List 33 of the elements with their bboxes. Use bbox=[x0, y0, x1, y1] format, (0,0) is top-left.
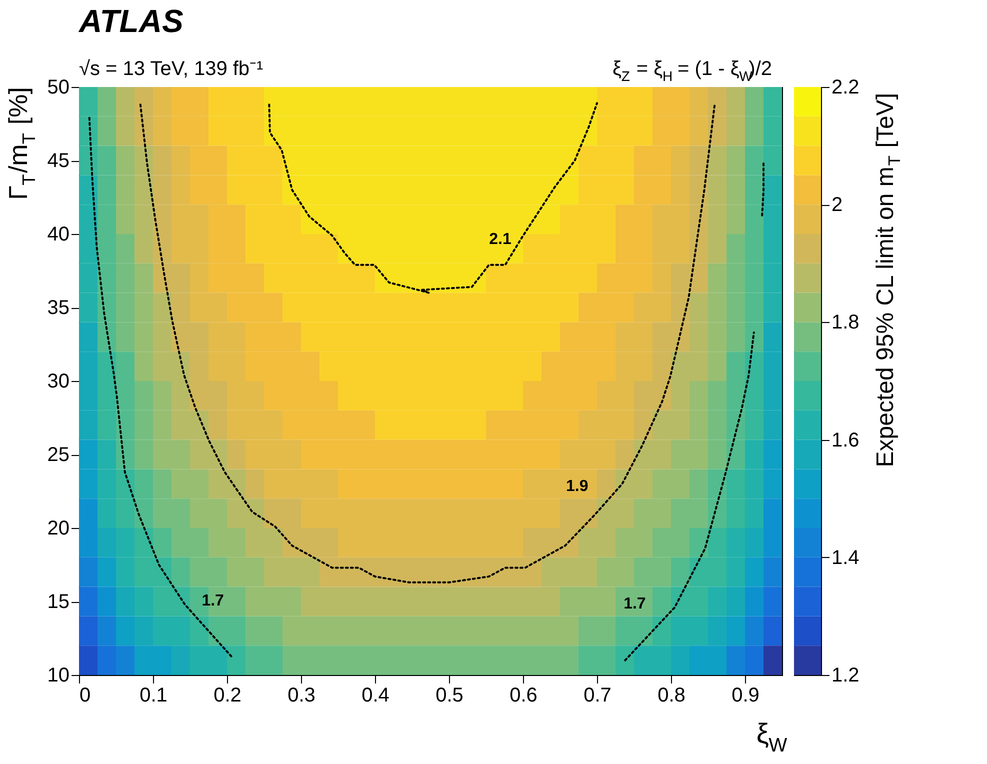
x-tick-label: 0.4 bbox=[362, 684, 390, 706]
color-bar-label: 1.8 bbox=[832, 312, 860, 334]
color-bar-label: 2 bbox=[832, 194, 843, 216]
x-tick-label: 0.2 bbox=[214, 684, 242, 706]
y-tick-label: 40 bbox=[47, 224, 70, 246]
y-tick-label: 30 bbox=[47, 370, 70, 392]
x-tick-label: 0.6 bbox=[510, 684, 538, 706]
color-bar-label: 1.6 bbox=[832, 429, 860, 452]
x-tick-label: 0.9 bbox=[732, 684, 760, 706]
y-tick-label: 20 bbox=[47, 518, 70, 540]
series-label: 1.9 bbox=[566, 478, 588, 495]
color-bar-label: 1.4 bbox=[832, 546, 860, 569]
chart-subtitle: √s = 13 TeV, 139 fb⁻¹ bbox=[79, 58, 264, 80]
y-tick-label: 15 bbox=[47, 591, 70, 613]
color-bar-label: 2.2 bbox=[832, 76, 860, 98]
y-tick-label: 50 bbox=[47, 76, 70, 98]
y-tick-label: 35 bbox=[47, 297, 70, 319]
series-label: 2.1 bbox=[489, 230, 512, 248]
x-tick-label: 0.5 bbox=[436, 684, 464, 706]
series-label: 1.7 bbox=[624, 595, 646, 612]
x-tick-label: 0.1 bbox=[140, 684, 168, 706]
x-tick-label: 0 bbox=[80, 684, 91, 706]
color-bar-title: Expected 95% CL limit on mT [TeV] bbox=[872, 93, 904, 468]
x-tick-label: 0.7 bbox=[584, 684, 612, 706]
x-tick-label: 0.3 bbox=[288, 684, 316, 706]
series-label: 1.7 bbox=[202, 592, 224, 610]
x-tick-label: 0.8 bbox=[658, 684, 686, 706]
y-axis-title: ΓT/mT [%] bbox=[3, 86, 39, 200]
y-tick-label: 45 bbox=[47, 150, 70, 172]
y-tick-label: 25 bbox=[47, 444, 70, 466]
y-tick-label: 10 bbox=[47, 664, 70, 686]
chart-title: ATLAS bbox=[78, 3, 184, 39]
color-bar-label: 1.2 bbox=[832, 664, 860, 686]
